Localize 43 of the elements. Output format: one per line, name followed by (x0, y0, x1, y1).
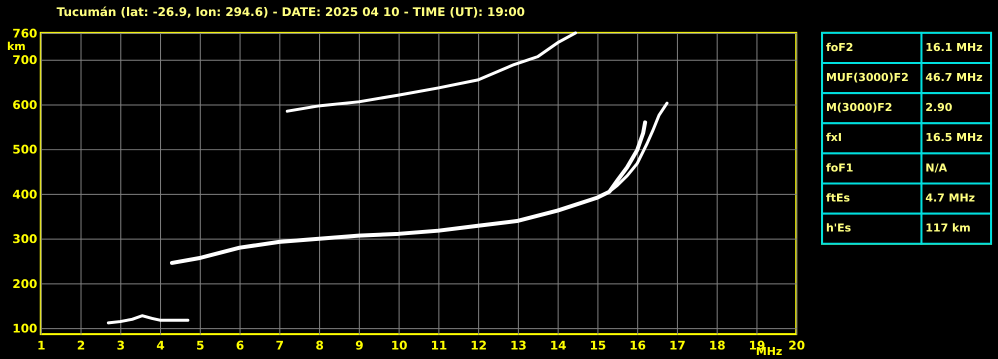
x-tick-label: 18 (708, 338, 726, 352)
x-tick-label: 5 (196, 338, 204, 352)
text: foF1 (826, 161, 854, 174)
x-tick-label: 4 (156, 338, 165, 352)
text: h'Es (826, 221, 852, 234)
text: 4.7 MHz (925, 191, 975, 204)
y-tick-label: 200 (12, 276, 38, 291)
y-tick-label: 400 (12, 187, 38, 202)
text: 2.90 (925, 101, 953, 114)
text: foF2 (826, 40, 854, 54)
text: ftEs (826, 191, 850, 204)
y-tick-label: 700 (12, 53, 38, 68)
chart-title: Tucumán (lat: -26.9, lon: 294.6) - DATE: 2025 04 10 - TIME (UT): 19:00 (56, 4, 525, 19)
text: 16.5 MHz (925, 131, 983, 144)
x-tick-label: 20 (788, 338, 805, 352)
text: N/A (925, 161, 948, 174)
x-tick-label: 2 (76, 338, 86, 352)
y-tick-label: 500 (12, 142, 38, 157)
x-tick-label: 13 (510, 338, 527, 352)
y-tick-label: 100 (12, 322, 38, 336)
text: 117 km (925, 221, 971, 234)
y-tick-label: 600 (12, 98, 38, 112)
x-tick-label: 1 (37, 338, 46, 352)
x-tick-label: 7 (276, 338, 284, 352)
x-tick-label: 9 (355, 338, 364, 352)
x-tick-label: 12 (470, 338, 487, 352)
text: 46.7 MHz (925, 70, 983, 84)
y-tick-label: 760 (12, 26, 38, 40)
x-tick-label: 14 (550, 338, 566, 352)
x-tick-label: 16 (629, 338, 646, 352)
y-tick-label: 300 (12, 232, 38, 246)
x-tick-label: 8 (315, 338, 324, 352)
text: M(3000)F2 (826, 101, 892, 114)
y-axis-title: km (6, 40, 26, 53)
x-tick-label: 3 (116, 338, 125, 352)
text: fxI (826, 131, 842, 144)
x-tick-label: 15 (590, 338, 606, 352)
text: MUF(3000)F2 (826, 70, 909, 84)
x-tick-label: 6 (236, 338, 244, 352)
x-tick-label: 10 (390, 338, 408, 352)
x-tick-label: 11 (430, 338, 448, 352)
text: 16.1 MHz (925, 40, 983, 54)
x-tick-label: 17 (669, 338, 686, 352)
